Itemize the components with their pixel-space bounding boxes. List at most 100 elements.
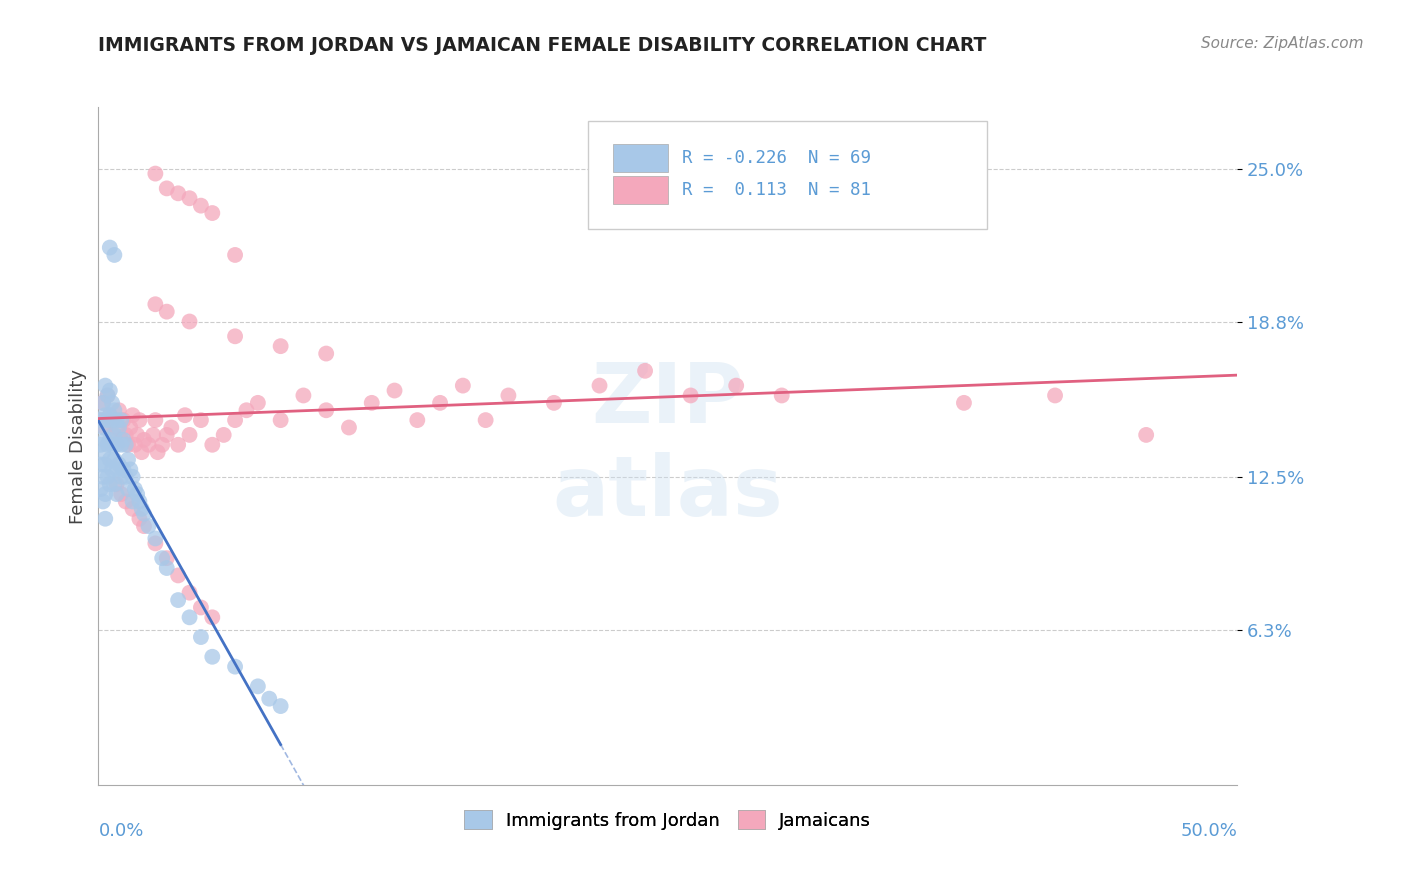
Point xyxy=(103,477,125,491)
Text: IMMIGRANTS FROM JORDAN VS JAMAICAN FEMALE DISABILITY CORRELATION CHART: IMMIGRANTS FROM JORDAN VS JAMAICAN FEMAL… xyxy=(98,36,987,54)
Point xyxy=(98,433,121,447)
Point xyxy=(337,420,360,434)
Point xyxy=(179,191,201,205)
Point xyxy=(190,413,212,427)
Text: ZIP
atlas: ZIP atlas xyxy=(553,359,783,533)
Point xyxy=(94,433,117,447)
Point xyxy=(90,458,112,472)
Text: 0.0%: 0.0% xyxy=(98,822,143,840)
Point xyxy=(112,433,135,447)
Point xyxy=(91,396,114,410)
Point xyxy=(94,420,117,434)
FancyBboxPatch shape xyxy=(588,120,987,229)
Point xyxy=(634,364,657,378)
FancyBboxPatch shape xyxy=(613,176,668,204)
Point xyxy=(156,561,179,575)
Point xyxy=(224,659,246,673)
Point xyxy=(96,388,118,402)
Point xyxy=(406,413,429,427)
Point xyxy=(270,413,292,427)
Point xyxy=(235,403,257,417)
Point xyxy=(142,428,165,442)
Point xyxy=(101,428,124,442)
Point xyxy=(145,167,167,181)
Point xyxy=(1043,388,1066,402)
Point xyxy=(474,413,496,427)
Point xyxy=(105,420,128,434)
Point xyxy=(145,536,167,550)
Point xyxy=(145,532,167,546)
Point xyxy=(108,420,131,434)
Point xyxy=(156,304,179,318)
Point xyxy=(132,433,155,447)
Point xyxy=(91,445,114,459)
Point xyxy=(179,585,201,599)
Point xyxy=(94,487,117,501)
Point xyxy=(167,593,190,607)
Point xyxy=(103,413,125,427)
Point xyxy=(91,420,114,434)
Point xyxy=(91,470,114,484)
Point xyxy=(128,494,150,508)
Point xyxy=(127,487,149,501)
Point xyxy=(543,396,565,410)
Point xyxy=(138,438,160,452)
Point xyxy=(105,487,128,501)
Point xyxy=(384,384,406,398)
Point xyxy=(292,388,315,402)
Point xyxy=(201,206,224,220)
Point xyxy=(246,396,269,410)
Point xyxy=(96,388,118,402)
Point xyxy=(94,512,117,526)
Point xyxy=(128,413,150,427)
Point xyxy=(98,384,121,398)
Point xyxy=(94,458,117,472)
Point xyxy=(224,329,246,343)
Point xyxy=(451,378,474,392)
Point xyxy=(360,396,382,410)
Point xyxy=(179,314,201,328)
Point xyxy=(1135,428,1157,442)
Legend: Immigrants from Jordan, Jamaicans: Immigrants from Jordan, Jamaicans xyxy=(457,803,879,837)
Point xyxy=(101,413,124,427)
Point xyxy=(114,438,136,452)
Point xyxy=(179,428,201,442)
Point xyxy=(145,413,167,427)
Point xyxy=(270,339,292,353)
Point xyxy=(315,403,337,417)
Point xyxy=(101,438,124,452)
Point xyxy=(114,494,136,508)
Point xyxy=(112,413,135,427)
Point xyxy=(90,482,112,496)
Point xyxy=(725,378,748,392)
Point xyxy=(120,420,142,434)
Point xyxy=(498,388,520,402)
Point xyxy=(105,462,128,476)
Point xyxy=(201,610,224,624)
Point xyxy=(224,248,246,262)
Point xyxy=(201,649,224,664)
Point xyxy=(96,438,118,452)
Point xyxy=(96,413,118,427)
Point xyxy=(114,470,136,484)
Point xyxy=(121,501,143,516)
Point xyxy=(156,551,179,566)
Point xyxy=(112,462,135,476)
Point xyxy=(98,408,121,422)
Point xyxy=(90,413,112,427)
Text: R =  0.113  N = 81: R = 0.113 N = 81 xyxy=(682,181,870,199)
Point xyxy=(588,378,610,392)
Point xyxy=(110,487,132,501)
Point xyxy=(110,433,132,447)
Point xyxy=(201,438,224,452)
Point xyxy=(174,408,197,422)
Point xyxy=(770,388,793,402)
Point xyxy=(98,408,121,422)
Point xyxy=(127,428,149,442)
Point xyxy=(117,452,139,467)
Point xyxy=(429,396,451,410)
Point xyxy=(167,438,190,452)
Point xyxy=(145,297,167,311)
Text: R = -0.226  N = 69: R = -0.226 N = 69 xyxy=(682,149,870,167)
Point xyxy=(124,482,146,496)
